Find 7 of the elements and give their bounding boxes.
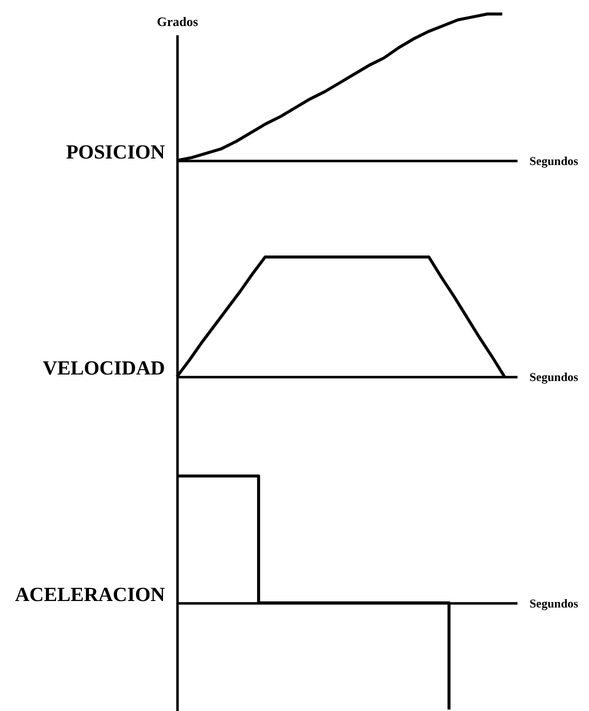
x-axis-title: Segundos — [530, 154, 579, 168]
text: ACELERACION — [14, 584, 166, 606]
text: VELOCIDAD — [42, 358, 165, 380]
x-axis-title: Segundos — [530, 596, 579, 610]
x-axis-title: Segundos — [530, 370, 579, 384]
text: POSICION — [66, 142, 166, 164]
y-axis-title: Grados — [156, 14, 198, 29]
